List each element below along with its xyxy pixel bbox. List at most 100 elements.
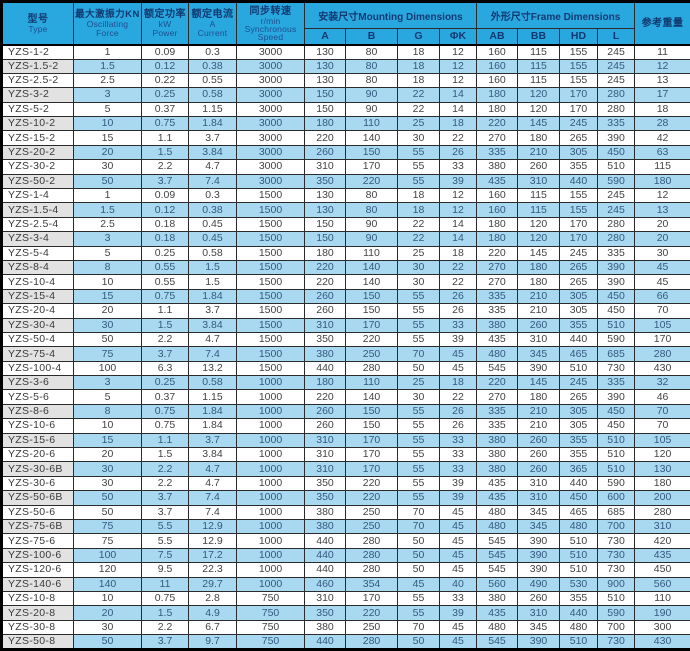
value-cell: 545 (477, 548, 518, 562)
value-cell: 180 (518, 131, 560, 145)
value-cell: 2.5 (74, 73, 142, 87)
value-cell: 26 (440, 419, 477, 433)
model-cell: YZS-10-4 (2, 275, 74, 289)
value-cell: 120 (518, 102, 560, 116)
value-cell: 2.2 (142, 620, 189, 634)
model-cell: YZS-1.5-4 (2, 203, 74, 217)
value-cell: 1.5 (142, 318, 189, 332)
value-cell: 4.7 (189, 462, 237, 476)
value-cell: 80 (346, 73, 398, 87)
value-cell: 50 (398, 361, 440, 375)
value-cell: 3.84 (189, 318, 237, 332)
value-cell: 280 (635, 347, 690, 361)
value-cell: 390 (598, 275, 635, 289)
value-cell: 3000 (237, 88, 305, 102)
value-cell: 450 (560, 491, 598, 505)
value-cell: 55 (398, 145, 440, 159)
value-cell: 350 (305, 174, 346, 188)
value-cell: 18 (635, 102, 690, 116)
value-cell: 1000 (237, 419, 305, 433)
value-cell: 115 (518, 73, 560, 87)
value-cell: 3.7 (142, 347, 189, 361)
model-cell: YZS-10-6 (2, 419, 74, 433)
model-cell: YZS-50-2 (2, 174, 74, 188)
value-cell: 0.37 (142, 102, 189, 116)
value-cell: 510 (598, 160, 635, 174)
value-cell: 22 (440, 275, 477, 289)
value-cell: 490 (518, 577, 560, 591)
value-cell: 10 (74, 117, 142, 131)
value-cell: 265 (560, 131, 598, 145)
value-cell: 170 (346, 318, 398, 332)
value-cell: 210 (518, 419, 560, 433)
value-cell: 380 (477, 433, 518, 447)
value-cell: 0.75 (142, 117, 189, 131)
value-cell: 130 (305, 203, 346, 217)
value-cell: 435 (635, 548, 690, 562)
value-cell: 390 (518, 563, 560, 577)
value-cell: 1000 (237, 448, 305, 462)
value-cell: 245 (598, 189, 635, 203)
value-cell: 0.3 (189, 189, 237, 203)
value-cell: 55 (398, 289, 440, 303)
value-cell: 310 (305, 591, 346, 605)
value-cell: 270 (477, 390, 518, 404)
value-cell: 115 (518, 203, 560, 217)
value-cell: 180 (635, 476, 690, 490)
value-cell: 210 (518, 289, 560, 303)
value-cell: 90 (346, 88, 398, 102)
value-cell: 145 (518, 117, 560, 131)
value-cell: 700 (598, 520, 635, 534)
model-cell: YZS-30-6 (2, 476, 74, 490)
value-cell: 22 (398, 232, 440, 246)
value-cell: 220 (305, 260, 346, 274)
value-cell: 440 (305, 548, 346, 562)
value-cell: 210 (518, 145, 560, 159)
value-cell: 2.2 (142, 332, 189, 346)
value-cell: 70 (635, 419, 690, 433)
value-cell: 3000 (237, 145, 305, 159)
model-cell: YZS-8-4 (2, 260, 74, 274)
model-cell: YZS-50-6B (2, 491, 74, 505)
value-cell: 13 (635, 203, 690, 217)
value-cell: 3.7 (189, 131, 237, 145)
value-cell: 45 (440, 563, 477, 577)
value-cell: 20 (635, 232, 690, 246)
value-cell: 380 (477, 160, 518, 174)
value-cell: 55 (398, 606, 440, 620)
value-cell: 260 (305, 404, 346, 418)
value-cell: 0.55 (142, 260, 189, 274)
value-cell: 440 (560, 606, 598, 620)
value-cell: 280 (598, 217, 635, 231)
value-cell: 430 (635, 361, 690, 375)
value-cell: 3000 (237, 160, 305, 174)
value-cell: 110 (635, 591, 690, 605)
value-cell: 50 (74, 174, 142, 188)
value-cell: 390 (518, 548, 560, 562)
value-cell: 0.75 (142, 419, 189, 433)
value-cell: 480 (477, 347, 518, 361)
value-cell: 305 (560, 289, 598, 303)
value-cell: 180 (477, 88, 518, 102)
model-cell: YZS-140-6 (2, 577, 74, 591)
value-cell: 12 (635, 59, 690, 73)
value-cell: 345 (518, 347, 560, 361)
value-cell: 310 (305, 160, 346, 174)
force-header-en2: Force (96, 29, 119, 38)
value-cell: 350 (305, 491, 346, 505)
group-header-mounting: 安装尺寸Mounting Dimensions (305, 2, 477, 29)
value-cell: 2.2 (142, 160, 189, 174)
value-cell: 0.12 (142, 203, 189, 217)
model-cell: YZS-100-4 (2, 361, 74, 375)
model-cell: YZS-3-6 (2, 376, 74, 390)
value-cell: 480 (477, 520, 518, 534)
value-cell: 1.5 (74, 203, 142, 217)
value-cell: 3.84 (189, 145, 237, 159)
value-cell: 355 (560, 318, 598, 332)
value-cell: 14 (440, 102, 477, 116)
